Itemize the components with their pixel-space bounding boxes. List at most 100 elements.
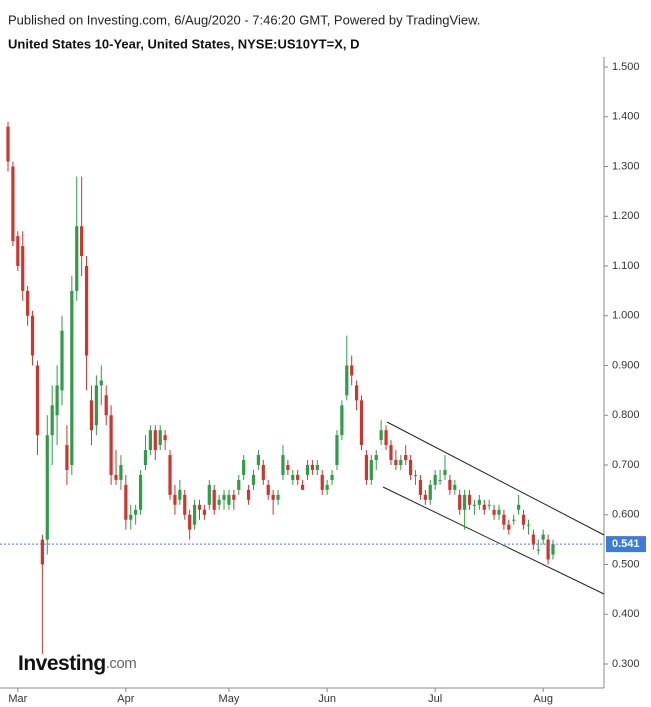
candle-body xyxy=(413,474,418,476)
candle-body xyxy=(521,514,526,525)
candle-body xyxy=(364,455,369,480)
candle-body xyxy=(507,524,511,530)
candle-body xyxy=(389,445,393,461)
candle-body xyxy=(134,509,138,515)
candle-body xyxy=(124,484,128,520)
candle-body xyxy=(325,484,329,490)
candle-body xyxy=(158,430,162,446)
candle-body xyxy=(202,509,206,515)
candle-body xyxy=(502,514,506,525)
candle-body xyxy=(153,430,157,451)
candle-body xyxy=(266,484,270,495)
y-tick-label: 0.800 xyxy=(612,409,640,421)
candle-body xyxy=(433,474,437,485)
candle-body xyxy=(138,474,143,510)
candle-body xyxy=(315,465,319,470)
channel-lower xyxy=(382,486,605,595)
candle-body xyxy=(384,430,388,446)
y-tick-label: 0.600 xyxy=(612,509,640,521)
candle-body xyxy=(212,489,216,510)
candle-body xyxy=(467,494,472,505)
candle-body xyxy=(178,489,182,500)
candle-body xyxy=(227,494,231,505)
candle-body xyxy=(197,504,202,510)
x-tick-label: Mar xyxy=(8,693,27,705)
y-tick-label: 1.200 xyxy=(612,210,640,222)
candle-body xyxy=(531,534,535,545)
candle-body xyxy=(541,534,545,540)
candle-body xyxy=(168,455,172,495)
candle-body xyxy=(246,489,251,500)
candle-body xyxy=(242,460,246,475)
candle-body xyxy=(428,484,432,500)
candle-body xyxy=(369,460,373,480)
candle-body xyxy=(423,494,427,500)
candle-body xyxy=(463,494,467,510)
candle-body xyxy=(99,380,103,386)
y-tick-label: 0.500 xyxy=(612,558,640,570)
candle-body xyxy=(40,539,44,565)
candle-body xyxy=(65,445,69,470)
candle-body xyxy=(109,415,113,475)
candle-body xyxy=(188,514,192,530)
candle-body xyxy=(536,549,540,551)
candle-body xyxy=(16,236,20,266)
candle-body xyxy=(487,504,491,506)
last-price-label: 0.541 xyxy=(612,538,640,550)
candle-body xyxy=(359,400,364,446)
candle-body xyxy=(89,400,94,431)
candle-body xyxy=(26,290,30,316)
last-price-box xyxy=(606,536,646,553)
candle-body xyxy=(418,479,423,495)
candle-body xyxy=(129,514,133,520)
candle-body xyxy=(453,484,457,490)
candle-body xyxy=(291,474,295,480)
candle-body xyxy=(482,504,486,510)
candle-body xyxy=(222,494,226,500)
candle-body xyxy=(114,474,118,480)
candle-body xyxy=(379,430,383,441)
channel-upper xyxy=(386,421,605,536)
candle-body xyxy=(60,330,64,391)
y-tick-label: 1.300 xyxy=(612,160,640,172)
candle-body xyxy=(271,494,275,500)
candle-body xyxy=(119,465,123,480)
candle-body xyxy=(335,435,339,465)
candle-body xyxy=(35,365,40,436)
candle-body xyxy=(340,405,344,436)
candle-body xyxy=(217,499,221,505)
candle-body xyxy=(551,544,555,555)
chart-title: United States 10-Year, United States, NY… xyxy=(8,36,359,51)
candle-body xyxy=(320,474,324,490)
candle-body xyxy=(472,504,477,506)
candle-body xyxy=(517,504,521,510)
published-note: Published on Investing.com, 6/Aug/2020 -… xyxy=(8,12,480,27)
x-tick-label: May xyxy=(219,693,240,705)
candle-body xyxy=(183,494,187,515)
candle-body xyxy=(458,494,462,510)
candle-body xyxy=(173,494,177,505)
candle-body xyxy=(256,455,261,465)
candle-body xyxy=(50,405,54,436)
logo-name: Investing.com xyxy=(18,652,136,675)
candle-body xyxy=(477,499,481,505)
candle-body xyxy=(438,479,442,481)
candle-body xyxy=(104,395,108,416)
logo: Investing.com xyxy=(18,652,137,675)
candle-body xyxy=(355,385,359,401)
y-tick-label: 1.400 xyxy=(612,111,640,123)
y-tick-label: 0.900 xyxy=(612,359,640,371)
y-tick-label: 0.300 xyxy=(612,658,640,670)
y-tick-label: 1.500 xyxy=(612,61,640,73)
candle-body xyxy=(546,539,550,560)
candle-body xyxy=(512,519,516,521)
candle-body xyxy=(148,430,152,451)
candle-body xyxy=(345,365,349,396)
candle-body xyxy=(526,524,531,526)
x-tick-label: Apr xyxy=(117,693,134,705)
candle-body xyxy=(251,474,256,485)
candle-body xyxy=(55,385,59,416)
candle-body xyxy=(350,365,354,376)
